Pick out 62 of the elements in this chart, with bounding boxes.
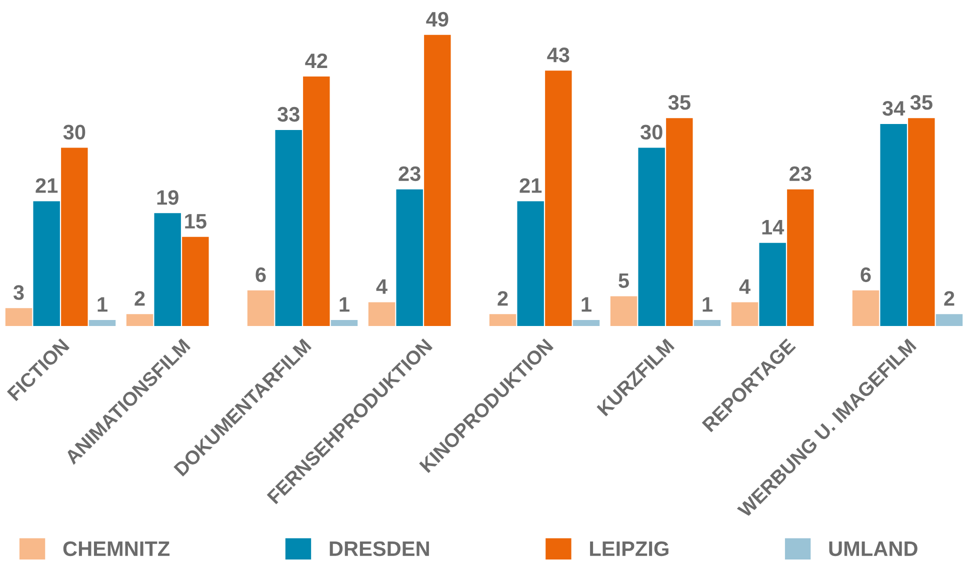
data-label: 30: [640, 124, 662, 140]
data-label: 3: [13, 285, 24, 300]
bar: [424, 34, 451, 326]
data-label: 2: [944, 291, 954, 306]
data-label: 35: [668, 95, 690, 110]
bar: [666, 118, 693, 326]
data-label: 23: [790, 166, 812, 182]
data-label: 42: [305, 53, 328, 68]
data-label: 21: [520, 178, 542, 193]
bar: [787, 189, 814, 326]
bar: [61, 148, 88, 326]
data-label: 6: [860, 267, 871, 282]
bar: [610, 296, 638, 326]
bar: [572, 320, 600, 326]
bar: [694, 320, 721, 326]
bar: [5, 308, 32, 326]
data-label: 1: [702, 297, 712, 312]
bar: [880, 124, 907, 326]
bar: [396, 189, 423, 326]
legend-label: LEIPZIG: [590, 541, 668, 556]
data-label: 49: [426, 12, 448, 27]
legend-label: UMLAND: [829, 542, 918, 556]
data-label: 5: [618, 273, 629, 288]
data-label: 19: [157, 190, 178, 205]
data-label: 4: [376, 279, 388, 294]
data-label: 21: [36, 178, 58, 193]
bar: [936, 314, 963, 326]
data-label: 1: [582, 297, 592, 312]
legend-label: DRESDEN: [330, 541, 429, 556]
data-label: 14: [762, 220, 784, 234]
bar: [852, 290, 880, 326]
data-label: 30: [63, 124, 86, 140]
data-label: 2: [498, 291, 508, 306]
bar: [908, 118, 935, 326]
bar: [154, 213, 181, 326]
data-label: 35: [910, 95, 932, 110]
bar: [33, 201, 60, 326]
data-label: 33: [277, 106, 300, 122]
data-label: 1: [98, 297, 108, 312]
data-label: 6: [256, 267, 266, 282]
bar: [638, 148, 665, 326]
bar: [368, 302, 396, 326]
bar: [88, 320, 116, 326]
legend-label: CHEMNITZ: [63, 541, 170, 556]
data-label: 1: [340, 297, 350, 312]
bar: [731, 302, 758, 326]
data-label: 23: [398, 166, 420, 182]
bar: [545, 70, 572, 326]
bar: [275, 130, 302, 326]
bar: [247, 290, 274, 326]
data-label: 43: [547, 48, 570, 62]
bar: [182, 236, 209, 326]
data-label: 15: [185, 214, 206, 229]
data-label: 34: [882, 100, 906, 116]
bar: [126, 314, 154, 326]
bar: [517, 201, 544, 326]
bar: [489, 314, 516, 326]
bar: [759, 242, 786, 326]
bar: [303, 76, 330, 326]
bar: [330, 320, 358, 326]
data-label: 2: [134, 291, 145, 306]
data-label: 4: [739, 279, 750, 294]
